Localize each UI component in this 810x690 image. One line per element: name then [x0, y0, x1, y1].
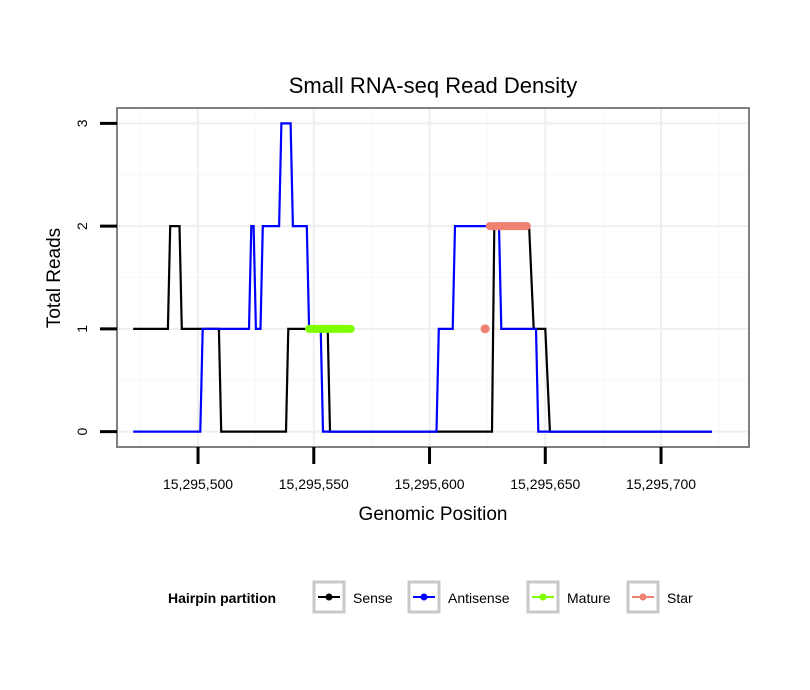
- legend-dot-antisense: [420, 593, 428, 601]
- chart-title: Small RNA-seq Read Density: [289, 73, 578, 98]
- y-tick-label: 1: [74, 325, 90, 333]
- legend: Hairpin partition Sense Antisense Mature…: [168, 580, 693, 614]
- series-line-antisense: [133, 122, 712, 433]
- legend-item-mature: Mature: [526, 580, 611, 614]
- legend-item-sense: Sense: [312, 580, 393, 614]
- legend-dot-mature: [539, 593, 547, 601]
- y-axis-title: Total Reads: [44, 228, 65, 328]
- x-tick-label: 15,295,650: [510, 476, 580, 492]
- legend-dot-star: [639, 593, 647, 601]
- legend-label-antisense: Antisense: [448, 590, 510, 606]
- x-tick-label: 15,295,700: [626, 476, 696, 492]
- y-tick-label: 3: [74, 119, 90, 127]
- legend-label-star: Star: [667, 590, 693, 606]
- legend-label-sense: Sense: [353, 590, 393, 606]
- y-tick-label: 2: [74, 222, 90, 230]
- x-tick-label: 15,295,600: [394, 476, 464, 492]
- legend-item-star: Star: [626, 580, 693, 614]
- legend-label-mature: Mature: [567, 590, 611, 606]
- legend-title: Hairpin partition: [168, 590, 276, 606]
- y-axis: 0 1 2 3: [74, 119, 117, 435]
- x-tick-label: 15,295,550: [279, 476, 349, 492]
- x-tick-label: 15,295,500: [163, 476, 233, 492]
- series-layer: [133, 122, 712, 433]
- legend-dot-sense: [325, 593, 333, 601]
- x-axis-title: Genomic Position: [359, 504, 508, 525]
- x-axis: 15,295,500 15,295,550 15,295,600 15,295,650…: [163, 447, 696, 492]
- y-tick-label: 0: [74, 427, 90, 435]
- series-point-star: [480, 324, 490, 334]
- plot-border: [116, 107, 750, 448]
- legend-item-antisense: Antisense: [407, 580, 510, 614]
